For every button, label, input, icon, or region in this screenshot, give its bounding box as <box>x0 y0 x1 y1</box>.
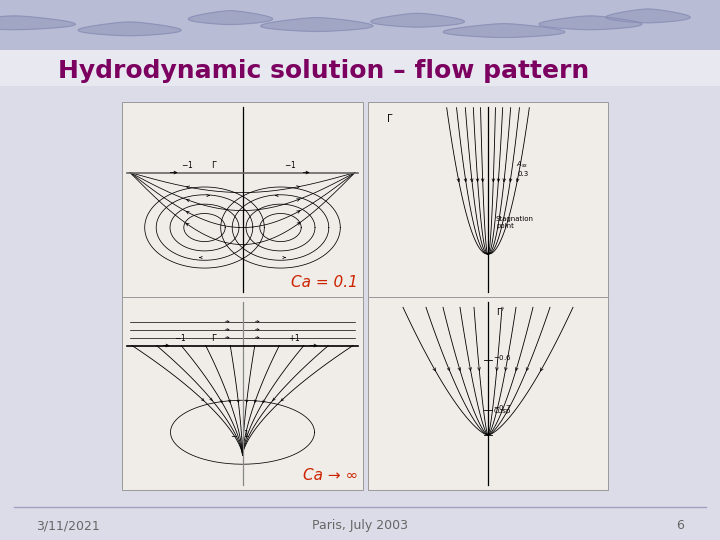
Polygon shape <box>444 24 565 37</box>
Polygon shape <box>606 9 690 23</box>
Text: $-1$: $-1$ <box>174 332 186 342</box>
Text: $+1$: $+1$ <box>288 332 301 342</box>
Text: $-0.6$: $-0.6$ <box>493 353 511 362</box>
Bar <box>368 103 608 298</box>
Text: Ca = 0.1: Ca = 0.1 <box>291 275 358 291</box>
Text: 6: 6 <box>676 519 684 532</box>
Text: $-1$: $-1$ <box>181 159 194 170</box>
Text: $-0.7$: $-0.7$ <box>493 403 511 412</box>
Text: $-$: $-$ <box>230 430 238 439</box>
Bar <box>368 298 608 490</box>
Bar <box>122 298 363 490</box>
Polygon shape <box>0 16 76 30</box>
Polygon shape <box>539 16 642 30</box>
Text: $\Gamma$: $\Gamma$ <box>211 332 218 342</box>
Text: 0.3: 0.3 <box>518 172 529 178</box>
Text: Cusp: Cusp <box>494 408 511 414</box>
Text: Hydrodynamic solution – flow pattern: Hydrodynamic solution – flow pattern <box>58 59 589 83</box>
Bar <box>0 0 720 50</box>
Polygon shape <box>78 22 181 36</box>
Bar <box>122 103 363 298</box>
Text: $\Gamma$: $\Gamma$ <box>211 159 218 170</box>
Text: $1$: $1$ <box>243 428 250 439</box>
Text: $\Gamma'$: $\Gamma'$ <box>496 306 505 318</box>
Text: $A_{ss}$: $A_{ss}$ <box>516 159 528 170</box>
Polygon shape <box>189 11 272 24</box>
Polygon shape <box>371 14 464 27</box>
Text: $\Gamma$: $\Gamma$ <box>386 112 393 124</box>
Text: Ca → ∞: Ca → ∞ <box>302 468 358 483</box>
Text: Stagnation
point: Stagnation point <box>496 217 534 230</box>
Text: $-1$: $-1$ <box>284 159 297 170</box>
Text: 3/11/2021: 3/11/2021 <box>36 519 100 532</box>
Polygon shape <box>261 18 373 31</box>
Bar <box>0 50 720 86</box>
Text: Paris, July 2003: Paris, July 2003 <box>312 519 408 532</box>
